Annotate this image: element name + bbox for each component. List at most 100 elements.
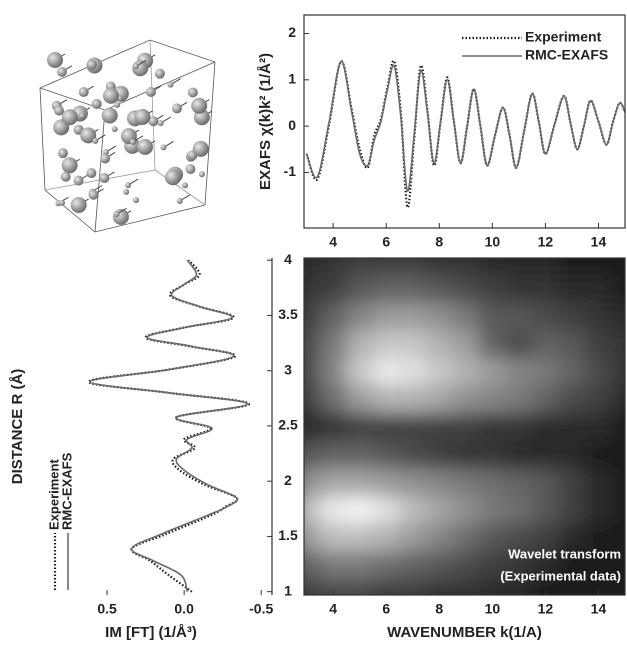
contour-cell <box>319 577 348 595</box>
contour-cell <box>585 439 613 469</box>
contour-cell <box>319 522 348 552</box>
contour-cell <box>452 439 481 469</box>
data-line <box>87 259 250 593</box>
x-tick-label: 6 <box>382 234 390 250</box>
contour-cell <box>611 301 625 331</box>
x-tick-label: 10 <box>485 234 501 250</box>
atom <box>145 87 156 98</box>
contour-cell <box>319 329 348 358</box>
plot-frame <box>303 257 626 596</box>
y-tick-label: 1 <box>284 582 292 598</box>
contour-cell <box>304 439 321 469</box>
contour-cell <box>505 412 534 441</box>
y-tick-label: 3.5 <box>278 306 298 322</box>
contour-cell <box>426 550 454 579</box>
contour-cell <box>372 258 401 276</box>
contour-cell <box>585 495 613 524</box>
contour-cell <box>319 356 348 386</box>
contour-cell <box>479 301 507 331</box>
contour-cell <box>558 356 587 386</box>
contour-cell <box>558 274 587 303</box>
contour-cell <box>505 577 534 595</box>
contour-cell <box>372 577 401 595</box>
contour-cell <box>346 301 374 331</box>
x-tick-label: 14 <box>591 234 607 250</box>
contour-cell <box>611 412 625 441</box>
contour-cell <box>558 384 587 414</box>
atom <box>61 109 78 126</box>
atom <box>125 182 132 189</box>
contour-cell <box>372 439 401 469</box>
contour-cell <box>585 356 613 386</box>
contour-cell <box>558 522 587 552</box>
contour-cell <box>585 467 613 497</box>
x-tick-label: 10 <box>485 601 501 617</box>
contour-cell <box>532 412 560 441</box>
y-tick-label: 2 <box>284 472 292 488</box>
y-tick-label: 0 <box>288 117 296 133</box>
contour-cell <box>372 467 401 497</box>
contour-cell <box>611 495 625 524</box>
atom <box>114 101 121 108</box>
contour-cell <box>611 467 625 497</box>
contour-cell <box>585 550 613 579</box>
contour-cell <box>426 467 454 497</box>
atom <box>101 107 118 124</box>
contour-cell <box>611 274 625 303</box>
contour-cell <box>399 258 428 276</box>
contour-cell <box>399 467 428 497</box>
x-tick-label: 12 <box>538 601 554 617</box>
contour-cell <box>304 384 321 414</box>
contour-cell <box>372 522 401 552</box>
contour-cell <box>304 522 321 552</box>
contour-cell <box>505 301 534 331</box>
x-axis-label: IM [FT] (1/Å³) <box>105 624 197 641</box>
x-tick-label: 4 <box>329 601 337 617</box>
contour-cell <box>399 550 428 579</box>
y-tick-label: 2.5 <box>278 417 298 433</box>
contour-cell <box>452 412 481 441</box>
contour-cell <box>304 301 321 331</box>
contour-cell <box>558 412 587 441</box>
contour-cell <box>372 550 401 579</box>
atom <box>133 197 140 204</box>
contour-cell <box>372 329 401 358</box>
contour-cell <box>585 384 613 414</box>
atom <box>80 127 97 144</box>
contour-cell <box>372 495 401 524</box>
contour-cell <box>304 356 321 386</box>
contour-cell <box>505 495 534 524</box>
atom <box>198 171 205 178</box>
x-tick-label: 6 <box>382 601 390 617</box>
atom <box>60 171 71 182</box>
cell-edge <box>154 169 206 206</box>
x-tick-label: -0.5 <box>249 601 273 617</box>
atom <box>129 138 136 145</box>
contour-cell <box>452 467 481 497</box>
contour-cell <box>452 356 481 386</box>
contour-cell <box>585 274 613 303</box>
contour-cell <box>532 522 560 552</box>
contour-cell <box>532 550 560 579</box>
contour-cell <box>611 384 625 414</box>
contour-cell <box>319 258 348 276</box>
contour-cell <box>479 329 507 358</box>
contour-cell <box>399 522 428 552</box>
legend-label: RMC-EXAFS <box>59 452 74 530</box>
atom <box>79 112 86 119</box>
x-tick-label: 0.0 <box>174 601 194 617</box>
atom <box>137 138 154 155</box>
contour-cell <box>505 550 534 579</box>
contour-cell <box>346 550 374 579</box>
legend-label: RMC-EXAFS <box>525 47 608 63</box>
contour-cell <box>479 412 507 441</box>
contour-cell <box>479 467 507 497</box>
contour-cell <box>319 439 348 469</box>
atom <box>123 188 130 195</box>
y-tick-label: 4 <box>284 251 292 267</box>
contour-cell <box>558 258 587 276</box>
contour-cell <box>319 467 348 497</box>
contour-cell <box>558 329 587 358</box>
contour-cell <box>505 356 534 386</box>
contour-cell <box>558 550 587 579</box>
